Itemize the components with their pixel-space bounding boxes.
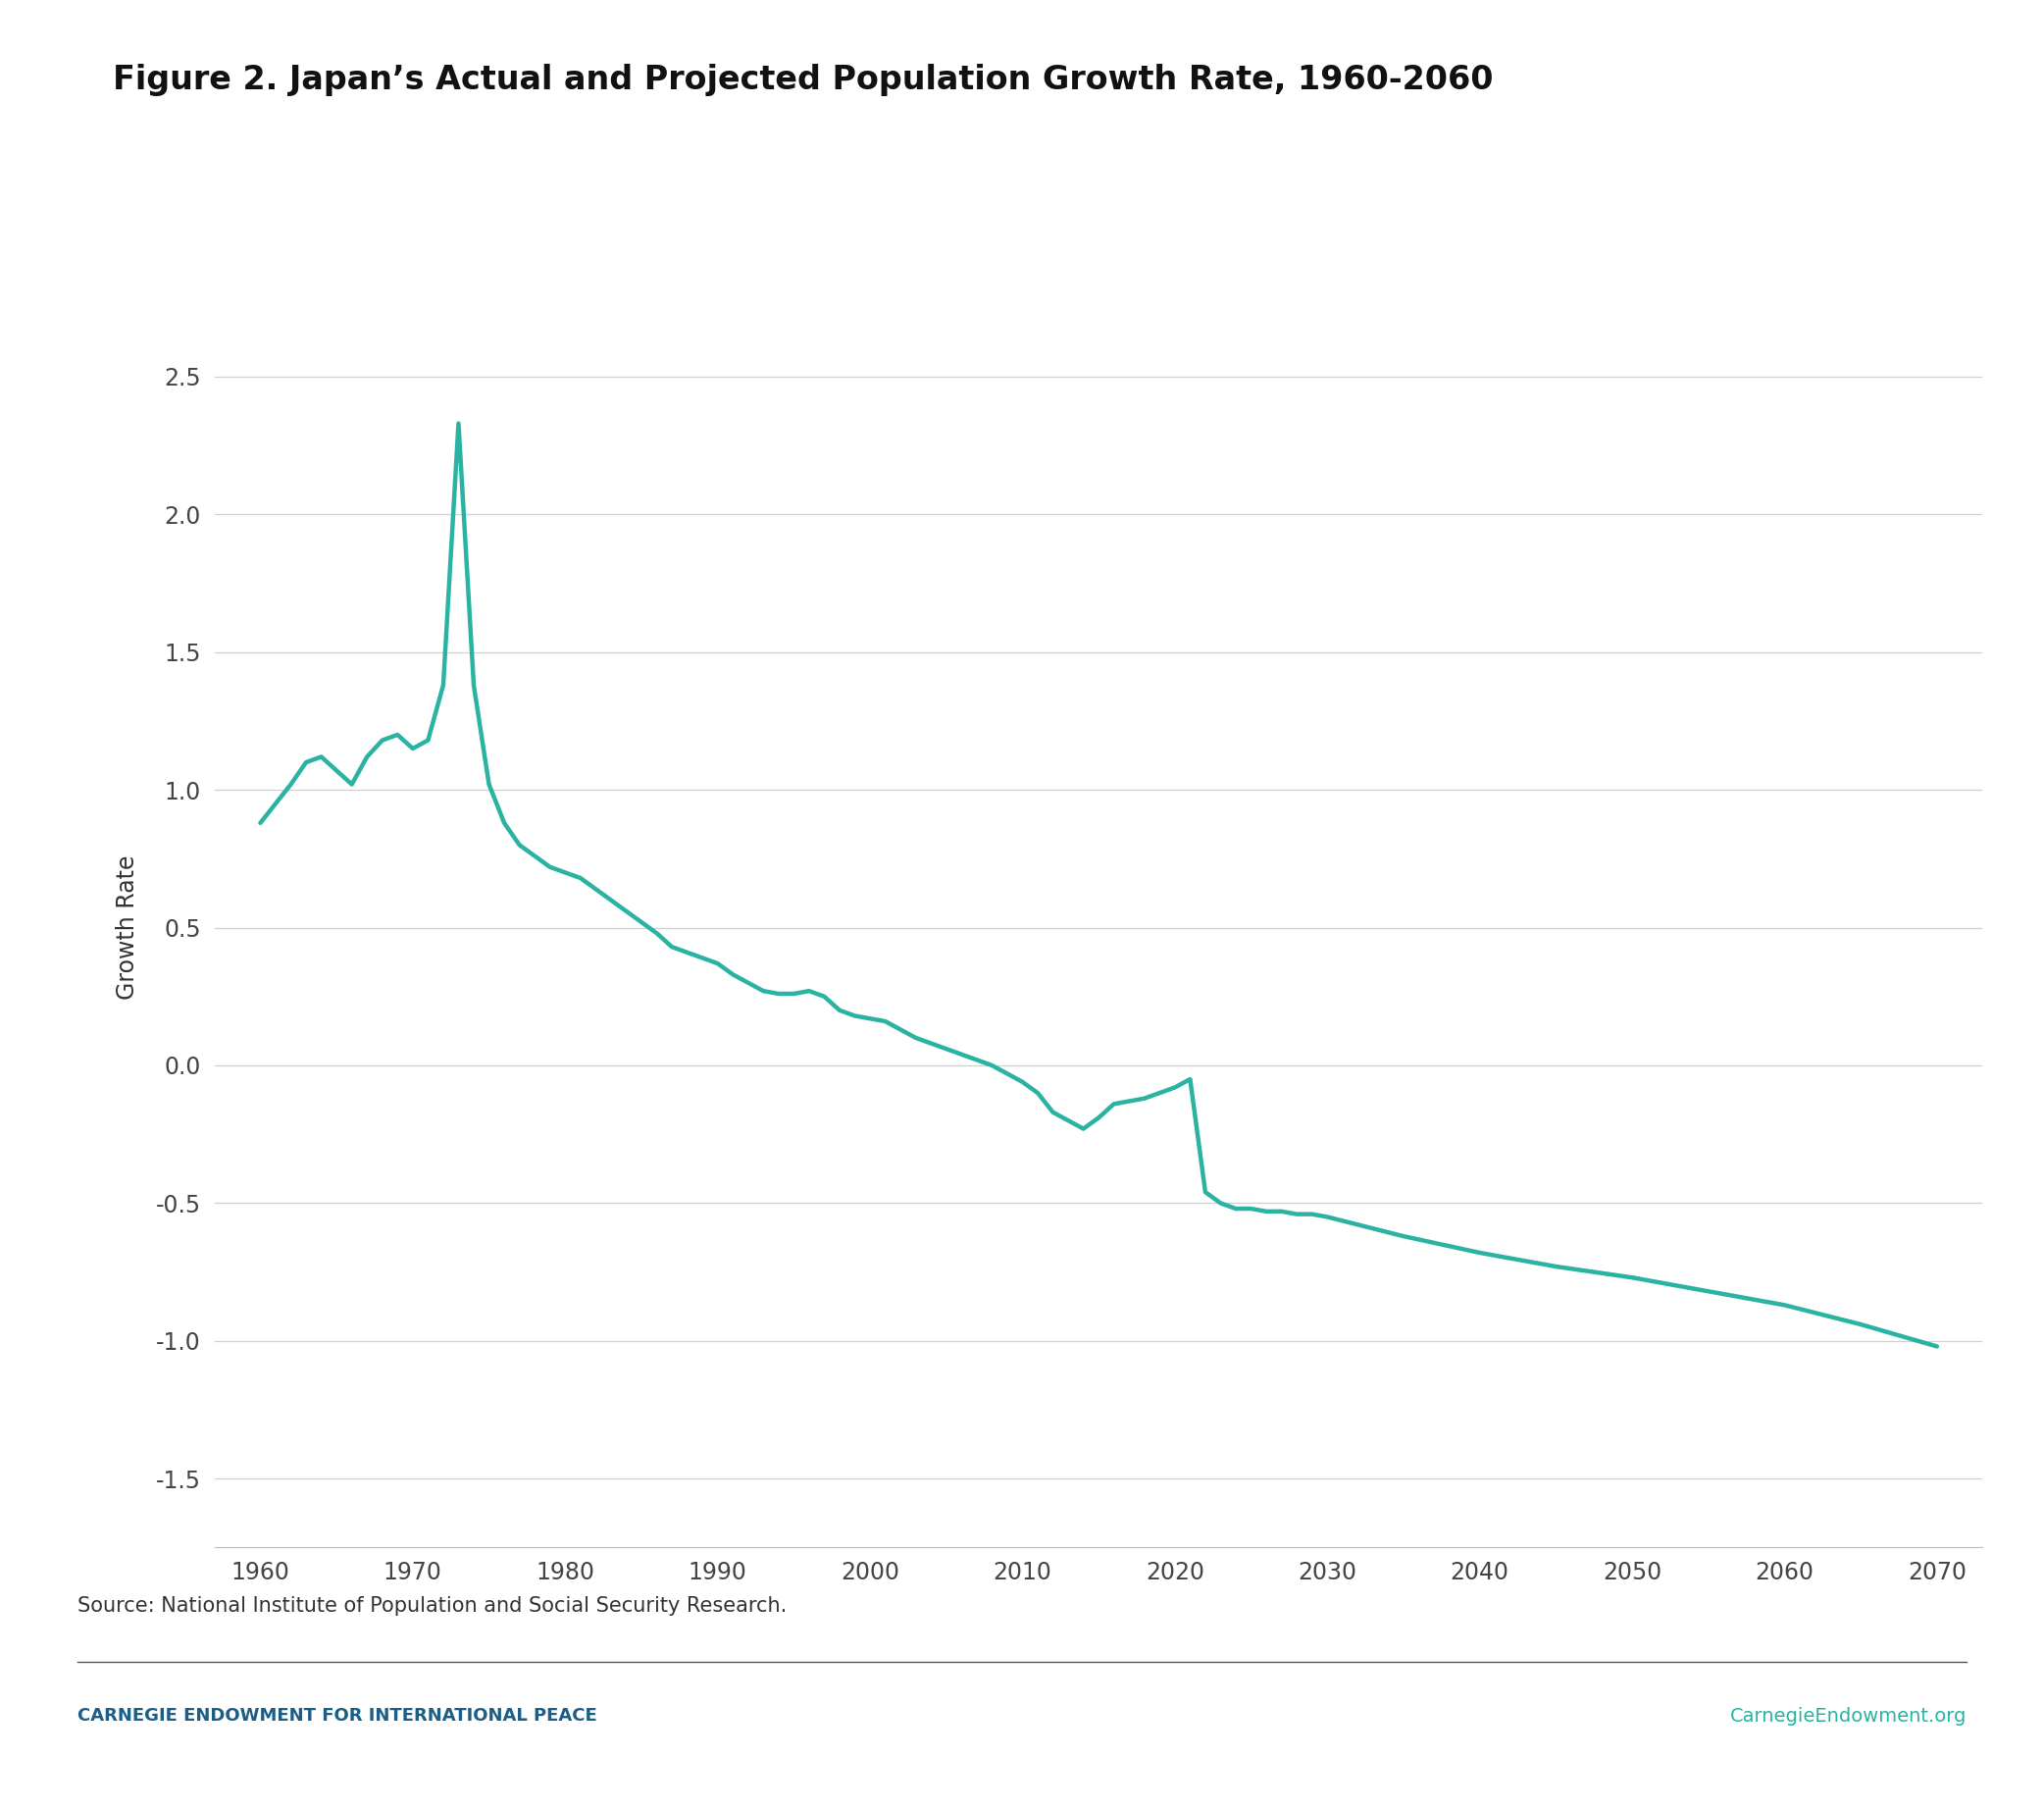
- Text: Source: National Institute of Population and Social Security Research.: Source: National Institute of Population…: [78, 1596, 787, 1616]
- Y-axis label: Growth Rate: Growth Rate: [117, 856, 139, 999]
- Text: CARNEGIE ENDOWMENT FOR INTERNATIONAL PEACE: CARNEGIE ENDOWMENT FOR INTERNATIONAL PEA…: [78, 1707, 597, 1725]
- Text: CarnegieEndowment.org: CarnegieEndowment.org: [1729, 1707, 1966, 1725]
- Text: Figure 2. Japan’s Actual and Projected Population Growth Rate, 1960-2060: Figure 2. Japan’s Actual and Projected P…: [112, 63, 1492, 96]
